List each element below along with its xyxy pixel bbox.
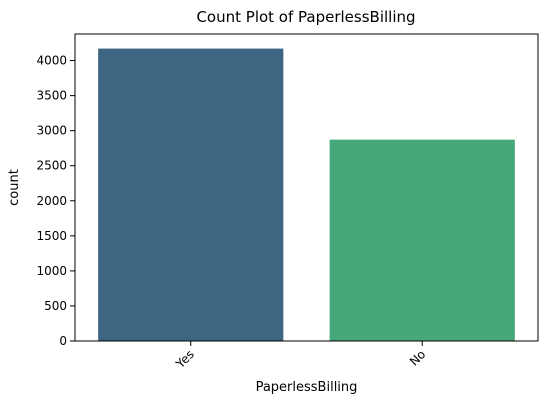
plot-area (98, 48, 515, 341)
y-tick-label: 2000 (36, 194, 67, 208)
bar-yes (98, 48, 284, 341)
y-axis: 0 500 1000 1500 2000 2500 3000 3500 4000 (36, 54, 75, 348)
chart-title: Count Plot of PaperlessBilling (196, 8, 415, 26)
x-axis-label: PaperlessBilling (256, 380, 358, 395)
y-tick-label: 1000 (36, 264, 67, 278)
x-tick-label: Yes (173, 347, 197, 371)
y-axis-label: count (7, 169, 22, 206)
y-tick-label: 0 (59, 334, 67, 348)
y-tick-label: 500 (44, 299, 67, 313)
x-axis: Yes No (173, 341, 428, 372)
y-tick-label: 3000 (36, 124, 67, 138)
y-tick-label: 2500 (36, 159, 67, 173)
bar-no (329, 139, 515, 341)
y-tick-label: 3500 (36, 89, 67, 103)
y-tick-label: 1500 (36, 229, 67, 243)
plot-frame (74, 33, 539, 342)
y-tick-label: 4000 (36, 54, 67, 68)
x-tick-label: No (407, 347, 428, 368)
